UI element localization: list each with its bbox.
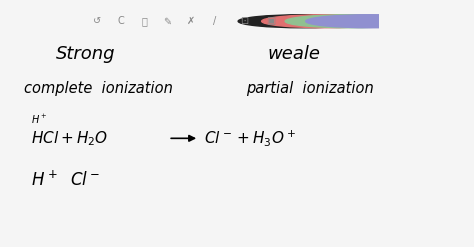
Text: ⌕: ⌕ (141, 16, 147, 26)
Circle shape (285, 15, 414, 28)
Text: $H^+$  $Cl^-$: $H^+$ $Cl^-$ (31, 171, 100, 190)
Circle shape (238, 15, 367, 28)
Text: weale: weale (267, 45, 320, 63)
Text: partial  ionization: partial ionization (246, 82, 374, 96)
Circle shape (306, 15, 435, 28)
Text: ↺: ↺ (93, 16, 101, 26)
Text: Strong: Strong (55, 45, 115, 63)
Text: C: C (117, 16, 124, 26)
Text: ▣: ▣ (266, 16, 275, 26)
Text: /: / (213, 16, 216, 26)
Text: complete  ionization: complete ionization (24, 82, 173, 96)
Text: ✎: ✎ (164, 16, 172, 26)
Circle shape (262, 15, 391, 28)
Text: $Cl^- + H_3O^+$: $Cl^- + H_3O^+$ (204, 128, 296, 148)
Text: $HCl + H_2O$: $HCl + H_2O$ (31, 129, 108, 148)
Text: $H^+$: $H^+$ (31, 113, 47, 126)
Text: ✗: ✗ (187, 16, 195, 26)
Text: ⊡: ⊡ (240, 16, 248, 26)
